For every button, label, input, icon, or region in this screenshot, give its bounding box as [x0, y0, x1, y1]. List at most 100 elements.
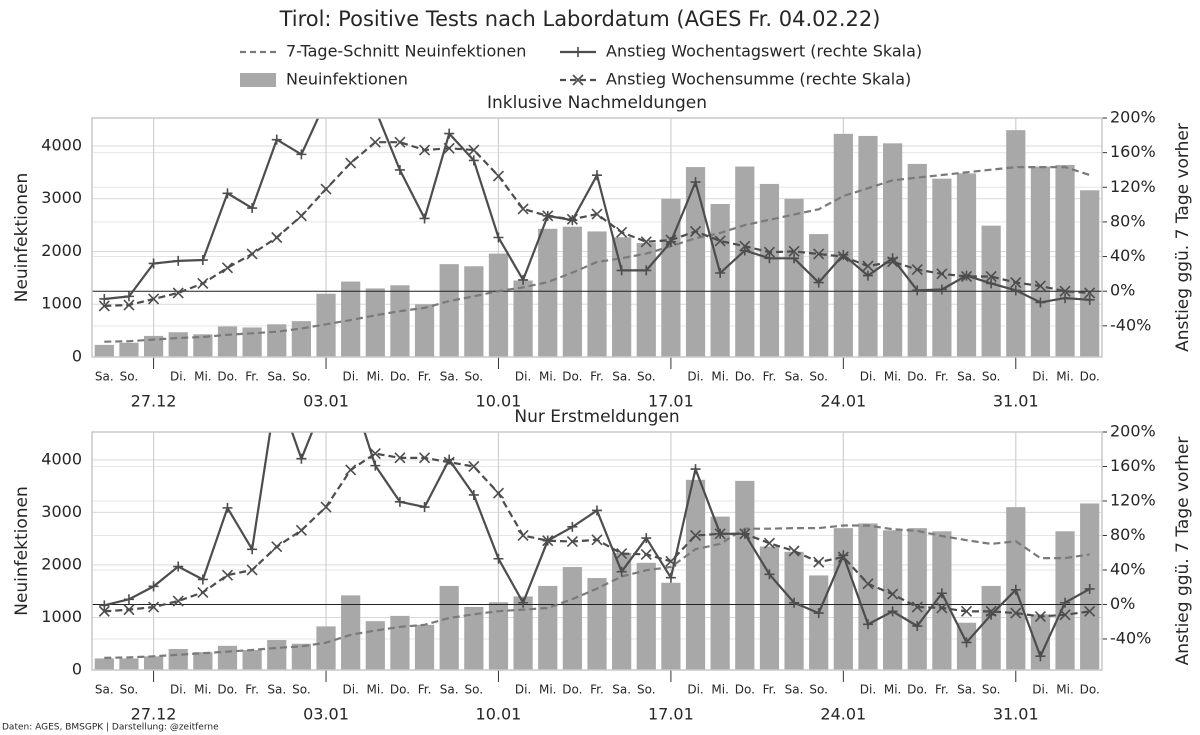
marker [641, 265, 652, 276]
x-tick-label: Do. [735, 370, 755, 384]
marker [271, 134, 282, 145]
x-tick-label: Di. [170, 683, 186, 697]
x-tick-label: Di. [860, 370, 876, 384]
bar [562, 226, 582, 357]
x-tick-label: Do. [217, 370, 237, 384]
marker [296, 149, 307, 160]
x-tick-label: Di. [515, 370, 531, 384]
marker [763, 537, 776, 549]
x-tick-label: So. [637, 370, 656, 384]
marker [222, 502, 233, 513]
x-tick-label: So. [465, 683, 484, 697]
marker [1010, 584, 1021, 595]
marker [418, 144, 431, 156]
marker [148, 601, 160, 613]
y-tick-label: 1000 [41, 607, 82, 626]
x-tick-label: Mi. [539, 370, 557, 384]
x-tick-label: Fr. [935, 683, 949, 697]
marker [468, 460, 480, 473]
plot-content [92, 96, 1102, 357]
marker [572, 74, 584, 86]
bar [143, 656, 164, 670]
marker [862, 260, 874, 272]
marker [616, 566, 627, 577]
x-tick-label: Fr. [245, 370, 259, 384]
y2-tick-label: 160% [1110, 142, 1156, 161]
marker [689, 529, 702, 542]
marker [591, 534, 603, 546]
marker [640, 548, 652, 561]
plot-frame [91, 431, 1103, 671]
bar [710, 516, 730, 670]
bar [981, 585, 1001, 670]
marker [764, 569, 775, 580]
y2-tick-label: 200% [1110, 108, 1156, 127]
bar [710, 203, 730, 357]
x-tick-label: Di. [687, 683, 703, 697]
marker [271, 231, 283, 244]
x-tick-label: Di. [515, 683, 531, 697]
x-date-label: 10.01 [476, 705, 522, 724]
marker [689, 225, 702, 238]
x-tick-label: Mi. [711, 683, 729, 697]
marker [665, 572, 676, 583]
bar [685, 167, 706, 357]
marker [492, 170, 505, 182]
y2-tick-label: 0% [1110, 281, 1135, 300]
x-tick-label: Sa. [612, 683, 631, 697]
marker [518, 597, 529, 608]
marker [321, 96, 331, 106]
marker [468, 489, 479, 500]
marker [172, 595, 184, 607]
x-tick-label: Mi. [1056, 683, 1074, 697]
x-date-label: 17.01 [648, 705, 694, 724]
x-tick-label: Fr. [763, 370, 777, 384]
marker [295, 210, 307, 222]
panel-title: Inklusive Nachmeldungen [487, 93, 707, 113]
marker [887, 256, 899, 268]
marker [912, 621, 923, 632]
y-tick-label: 4000 [41, 449, 82, 468]
marker [221, 262, 234, 274]
bar [119, 342, 139, 357]
x-tick-label: Fr. [935, 370, 949, 384]
bar [1030, 166, 1051, 357]
x-date-label: 27.12 [131, 705, 177, 724]
x-tick-label: Sa. [612, 370, 631, 384]
bar [217, 645, 238, 670]
x-date-label: 27.12 [131, 392, 177, 411]
x-tick-label: Do. [907, 683, 927, 697]
marker [296, 453, 307, 464]
y2-tick-label: 40% [1110, 246, 1146, 265]
marker [1010, 285, 1021, 296]
y-tick-label: 2000 [41, 554, 82, 573]
marker [813, 248, 825, 260]
x-tick-label: Di. [342, 370, 358, 384]
y-tick-label: 4000 [41, 135, 82, 154]
marker [788, 545, 800, 557]
bar [143, 335, 164, 357]
marker [468, 155, 479, 166]
x-date-label: 31.01 [993, 705, 1039, 724]
bar [316, 626, 336, 670]
marker [763, 246, 776, 258]
bar [833, 133, 853, 357]
marker [985, 605, 997, 617]
x-tick-label: Mi. [539, 683, 557, 697]
marker [518, 274, 529, 285]
x-date-label: 31.01 [993, 392, 1039, 411]
marker [665, 555, 677, 567]
bar [267, 324, 287, 357]
x-date-label: 03.01 [303, 705, 349, 724]
bar [956, 173, 977, 357]
x-tick-label: Sa. [267, 370, 286, 384]
bar [1080, 190, 1100, 357]
marker [148, 293, 160, 305]
bar [94, 344, 114, 357]
marker [197, 255, 208, 266]
marker [789, 597, 800, 608]
y2-tick-label: 160% [1110, 456, 1156, 475]
marker [443, 142, 455, 154]
marker [1034, 280, 1046, 292]
x-tick-label: Fr. [763, 683, 777, 697]
